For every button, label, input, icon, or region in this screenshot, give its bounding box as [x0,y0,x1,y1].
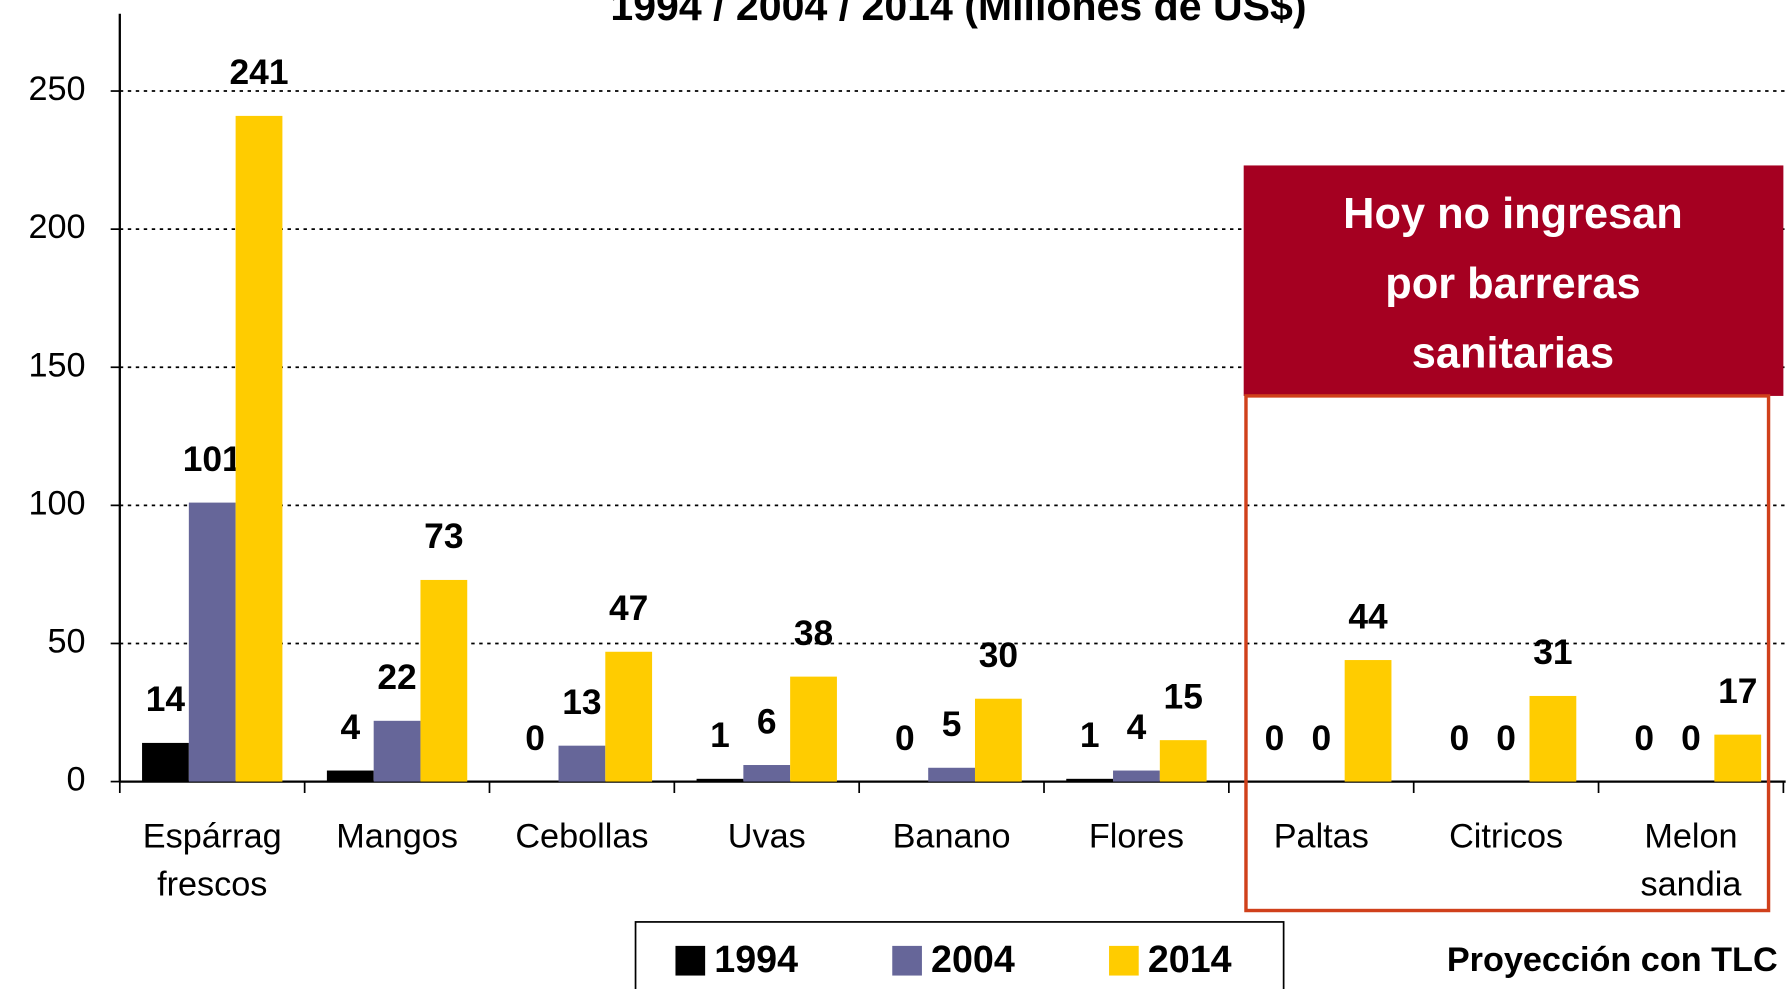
data-label: 0 [1450,719,1470,758]
bar [1529,695,1577,782]
legend-swatch [1109,945,1139,976]
bar [790,676,837,782]
bar [188,502,236,782]
x-tick-label: Uvas [728,818,806,856]
data-label: 1 [710,716,730,755]
y-tick-label: 0 [67,761,86,799]
y-tick-label: 200 [28,208,85,246]
data-label: 31 [1533,633,1572,672]
bar [743,765,791,782]
data-label: 0 [1496,719,1516,758]
x-tick-label: Mangos [336,818,458,856]
annotation-text: sanitarias [1412,329,1614,377]
data-label: 5 [942,705,962,744]
data-label: 30 [979,636,1018,675]
note: Proyección con TLC [1447,941,1778,979]
legend-label: 1994 [714,938,798,980]
bar [1113,770,1160,782]
x-tick-label: Paltas [1274,818,1369,856]
data-label: 15 [1164,677,1203,716]
data-label: 1 [1080,716,1100,755]
data-label: 47 [609,589,648,628]
data-label: 101 [183,440,242,479]
data-label: 0 [525,719,545,758]
annotation-text: Hoy no ingresan [1343,190,1683,238]
bar [420,579,468,782]
data-label: 4 [1127,708,1147,747]
bar [326,770,374,782]
data-label: 0 [1311,719,1331,758]
data-label: 22 [377,658,416,697]
legend-label: 2014 [1148,938,1232,980]
bar [974,698,1022,782]
data-label: 73 [424,517,463,556]
data-label: 14 [146,680,186,719]
bar [1714,734,1762,782]
legend-label: 2004 [931,938,1015,980]
y-tick-label: 50 [48,623,86,661]
chart-area: 1994 / 2004 / 2014 (Millones de US$) 050… [28,0,1786,989]
chart-title: 1994 / 2004 / 2014 (Millones de US$) [610,0,1306,29]
bar [1344,660,1392,782]
data-label: 0 [1265,719,1285,758]
y-tick-label: 250 [28,70,85,108]
annotation-box [1243,165,1784,396]
y-tick-label: 100 [28,484,85,522]
data-label: 6 [757,702,777,741]
x-tick-label: Cebollas [515,818,648,856]
bar [373,720,421,782]
data-label: 44 [1348,597,1388,636]
y-tick-label: 150 [28,346,85,384]
data-label: 4 [340,708,360,747]
data-label: 0 [1681,719,1701,758]
highlight-frame [1244,394,1771,913]
bar [558,745,606,782]
x-tick-label: Melon sandia [1641,818,1743,904]
data-label: 0 [895,719,915,758]
bar [605,651,653,782]
bar [696,778,744,782]
data-label: 38 [794,614,833,653]
annotation-text: por barreras [1385,260,1640,308]
x-tick-label: Espárrag frescos [143,818,282,904]
x-tick-label: Citricos [1449,818,1563,856]
x-tick-label: Flores [1089,818,1184,856]
data-label: 13 [562,683,601,722]
x-tick-label: Banano [893,818,1011,856]
bar [1159,740,1207,782]
data-label: 17 [1718,672,1757,711]
data-label: 241 [230,53,289,92]
legend-swatch [892,945,922,976]
data-label: 0 [1634,719,1654,758]
legend-swatch [675,945,706,976]
bar [142,742,189,782]
bar [1066,778,1114,782]
bar [235,115,283,782]
bar [928,767,975,782]
legend-box [634,921,1285,989]
